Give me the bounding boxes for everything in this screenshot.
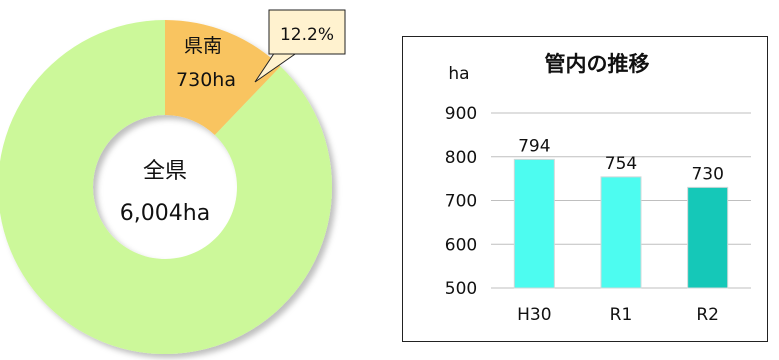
donut-center-value: 6,004ha <box>120 201 210 226</box>
donut-slice-0 <box>165 20 281 136</box>
bar-value-label: 730 <box>691 164 723 184</box>
bar-chart: 500 600 700 800 900 794 754 730 H30 R1 R2 ha 管内の… <box>445 52 751 325</box>
y-tick-label: 600 <box>445 235 477 255</box>
bar-R2 <box>687 186 729 289</box>
bar-H30 <box>513 158 555 289</box>
bar-R1 <box>600 176 642 289</box>
donut-chart: 12.2% 県南 730ha 全県 6,004ha <box>0 9 346 354</box>
y-tick-label: 700 <box>445 192 477 212</box>
slice-name-label: 県南 <box>184 35 222 57</box>
donut-slice-1 <box>0 20 332 354</box>
y-tick-label: 900 <box>445 104 477 124</box>
bar-chart-frame: 500 600 700 800 900 794 754 730 H30 R1 R2 ha 管内の… <box>402 36 768 342</box>
y-axis-label: ha <box>448 64 469 84</box>
y-tick-label: 800 <box>445 148 477 168</box>
bar-value-label: 794 <box>518 136 550 156</box>
x-tick-label: R1 <box>610 305 633 325</box>
slice-percent-label: 12.2% <box>280 25 334 45</box>
bar-value-label: 754 <box>605 154 637 174</box>
x-tick-label: H30 <box>517 305 551 325</box>
chart-title: 管内の推移 <box>545 52 650 76</box>
y-tick-label: 500 <box>445 279 477 299</box>
x-tick-label: R2 <box>696 305 719 325</box>
donut-center-label: 全県 <box>143 159 187 184</box>
callout-box <box>268 9 346 55</box>
slice-value-label: 730ha <box>176 69 236 91</box>
